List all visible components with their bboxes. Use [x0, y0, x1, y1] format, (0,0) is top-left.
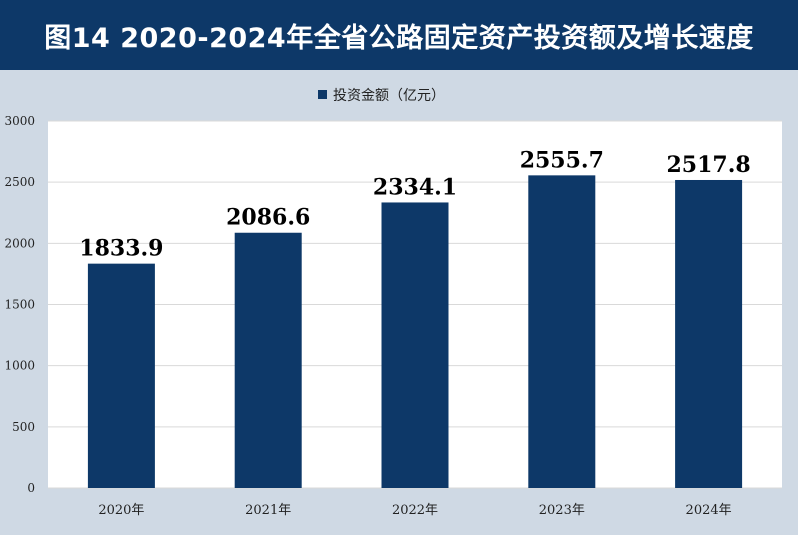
chart-area: 投资金额（亿元） 0 500 1000 1500 2000 2500 3000 1833.9…	[0, 70, 798, 531]
data-label: 1833.9	[79, 236, 163, 262]
x-tick-label: 2023年	[539, 503, 585, 518]
bar	[234, 232, 302, 488]
y-tick-label: 1000	[4, 359, 35, 373]
y-axis-ticks: 0 500 1000 1500 2000 2500 3000	[4, 114, 35, 495]
x-tick-label: 2020年	[98, 503, 144, 518]
y-tick-label: 0	[27, 481, 35, 495]
y-tick-label: 2000	[4, 236, 35, 250]
legend-label: 投资金额（亿元）	[333, 88, 445, 104]
x-tick-label: 2022年	[392, 503, 438, 518]
bar-chart: 投资金额（亿元） 0 500 1000 1500 2000 2500 3000 1833.9…	[4, 88, 782, 518]
chart-title: 图14 2020-2024年全省公路固定资产投资额及增长速度	[0, 0, 798, 70]
x-tick-label: 2024年	[686, 503, 732, 518]
y-tick-label: 1500	[4, 298, 35, 312]
bar	[675, 179, 743, 488]
legend-swatch	[318, 90, 327, 99]
bar	[87, 263, 155, 488]
x-axis-ticks: 2020年 2021年 2022年 2023年 2024年	[98, 503, 731, 518]
y-tick-label: 3000	[4, 114, 35, 128]
y-tick-label: 500	[12, 420, 35, 434]
bar	[381, 202, 449, 488]
data-label: 2086.6	[226, 205, 310, 231]
bar	[528, 175, 596, 488]
data-labels: 1833.9 2086.6 2334.1 2555.7 2517.8	[79, 147, 750, 261]
data-label: 2555.7	[520, 147, 604, 173]
y-tick-label: 2500	[4, 175, 35, 189]
x-tick-label: 2021年	[245, 503, 291, 518]
data-label: 2517.8	[666, 152, 750, 178]
legend: 投资金额（亿元）	[318, 88, 445, 104]
data-label: 2334.1	[373, 174, 457, 200]
bars	[87, 175, 743, 488]
